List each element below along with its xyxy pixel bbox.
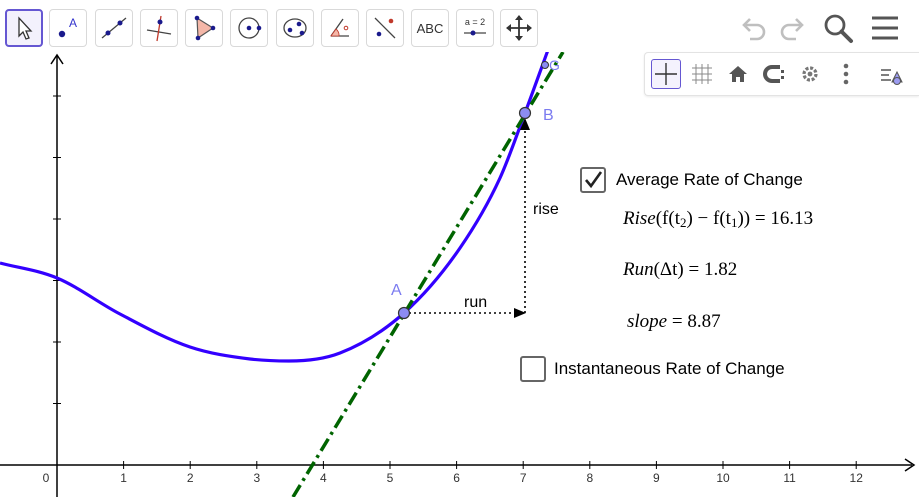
instantaneous-rate-checkbox[interactable] <box>520 356 546 382</box>
rise-label: rise <box>533 201 559 218</box>
search-button[interactable] <box>818 8 858 48</box>
style-bar-toggle-button[interactable] <box>877 59 907 89</box>
menu-button[interactable] <box>865 8 905 48</box>
perpendicular-line-tool-button[interactable] <box>140 9 178 47</box>
point-a[interactable] <box>397 306 411 320</box>
point-g[interactable] <box>541 61 549 69</box>
toggle-axes-button[interactable] <box>651 59 681 89</box>
move-graphics-tool-button[interactable] <box>500 9 538 47</box>
checkmark-icon <box>585 171 603 189</box>
more-button[interactable] <box>831 59 861 89</box>
point-b-label: B <box>543 107 554 124</box>
redo-icon <box>780 18 804 41</box>
angle-tool-button[interactable] <box>321 9 359 47</box>
line-icon <box>101 17 127 39</box>
x-tick-label: 2 <box>187 471 194 485</box>
x-tick-label: 1 <box>120 471 127 485</box>
line-tool-button[interactable] <box>95 9 133 47</box>
average-rate-checkbox[interactable] <box>580 167 606 193</box>
x-tick-label: 12 <box>850 471 864 485</box>
run-equation: Run(Δt) = 1.82 <box>623 259 738 280</box>
run-label: run <box>464 294 487 311</box>
point-a-label: A <box>391 282 402 299</box>
text-tool-button[interactable]: ABC <box>411 9 449 47</box>
x-axis-ticks: 0 1 2 3 4 5 6 7 8 9 10 11 12 <box>43 461 864 485</box>
conic-icon <box>283 18 307 38</box>
slider-tool-button[interactable]: a = 2 <box>456 9 494 47</box>
x-tick-label: 5 <box>387 471 394 485</box>
point-b[interactable] <box>518 106 532 120</box>
x-tick-label: 7 <box>520 471 527 485</box>
conic-tool-button[interactable] <box>276 9 314 47</box>
perpendicular-line-icon <box>146 15 172 42</box>
axes-icon <box>655 63 677 85</box>
slider-icon: a = 2 <box>464 17 486 36</box>
circle-tool-button[interactable] <box>230 9 268 47</box>
gear-icon <box>802 66 818 82</box>
svg-text:a = 2: a = 2 <box>465 17 485 27</box>
menu-icon <box>872 16 898 40</box>
svg-text:A: A <box>69 16 77 30</box>
point-g-label: G <box>549 57 560 73</box>
grid-icon <box>692 64 712 84</box>
x-tick-label: 10 <box>716 471 730 485</box>
x-tick-label: 6 <box>453 471 460 485</box>
search-icon <box>824 14 853 43</box>
move-tool-button[interactable] <box>5 9 43 47</box>
reflect-tool-button[interactable] <box>366 9 404 47</box>
polygon-icon <box>194 15 216 41</box>
redo-button[interactable] <box>772 8 812 48</box>
angle-icon <box>330 18 349 37</box>
settings-button[interactable] <box>795 59 825 89</box>
style-bar-toggle-icon <box>881 69 903 85</box>
x-tick-label: 9 <box>653 471 660 485</box>
toggle-grid-button[interactable] <box>687 59 717 89</box>
tangent-line[interactable] <box>291 51 565 497</box>
standard-view-button[interactable] <box>723 59 753 89</box>
polygon-tool-button[interactable] <box>185 9 223 47</box>
magnet-icon <box>763 65 784 83</box>
x-tick-label: 8 <box>586 471 593 485</box>
undo-icon <box>742 18 766 41</box>
x-tick-label: 0 <box>43 471 50 485</box>
circle-icon <box>238 17 262 39</box>
instantaneous-rate-label: Instantaneous Rate of Change <box>554 359 785 378</box>
point-tool-button[interactable]: A <box>49 9 87 47</box>
average-rate-label: Average Rate of Change <box>616 170 803 189</box>
text-tool-label: ABC <box>416 20 444 36</box>
cursor-arrow-icon <box>18 16 33 40</box>
x-axis <box>0 458 916 472</box>
x-tick-label: 3 <box>253 471 260 485</box>
point-icon: A <box>58 16 77 38</box>
function-curve[interactable] <box>0 49 550 363</box>
reflect-icon <box>374 17 396 39</box>
style-bar <box>644 52 919 96</box>
x-tick-label: 4 <box>320 471 327 485</box>
more-icon <box>843 63 849 85</box>
move-cross-icon <box>506 15 532 41</box>
home-icon <box>729 66 747 82</box>
x-tick-label: 11 <box>783 471 796 485</box>
undo-button[interactable] <box>734 8 774 48</box>
rise-equation: Rise(f(t2) − f(t1)) = 16.13 <box>623 208 814 230</box>
slope-equation: slope = 8.87 <box>627 311 721 332</box>
point-capturing-button[interactable] <box>759 59 789 89</box>
toolbar: A ABC a = 2 <box>0 0 919 52</box>
